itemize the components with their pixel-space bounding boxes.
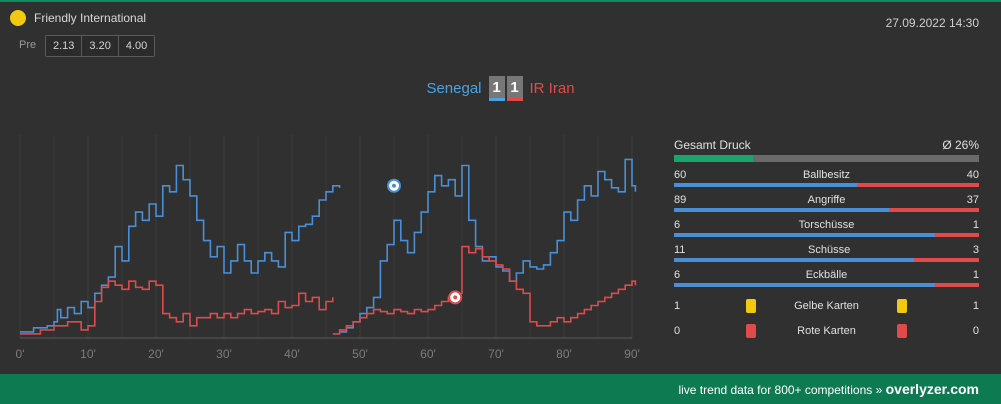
x-tick-label: 10': [80, 347, 96, 361]
series-away-second-half-line: [332, 245, 637, 335]
stat-home-value: 11: [674, 244, 686, 256]
yellow-card-icon: [897, 298, 908, 313]
stat-label: Angriffe: [807, 194, 846, 206]
stat-bar-away: [935, 233, 979, 237]
x-tick-label: 0': [16, 347, 25, 361]
red-card-icon: [897, 323, 908, 338]
footer-text[interactable]: live trend data for 800+ competitions » …: [678, 381, 979, 397]
x-tick-label: 70': [488, 347, 504, 361]
card-away-value: 1: [972, 299, 979, 312]
odd-draw[interactable]: 3.20: [82, 36, 119, 56]
card-home-value: 1: [674, 299, 681, 312]
stat-bar: [674, 283, 979, 287]
card-row: 1 Gelbe Karten 1: [674, 293, 979, 318]
footer-banner[interactable]: live trend data for 800+ competitions » …: [0, 374, 1001, 404]
card-home-value: 0: [674, 324, 681, 337]
stat-home-value: 60: [674, 169, 687, 181]
stat-away-value: 1: [972, 219, 979, 231]
stat-bar-home: [674, 258, 914, 262]
stat-bar: [674, 233, 979, 237]
home-score: 1: [488, 76, 505, 101]
stat-row: 6 Eckbälle 1: [674, 269, 979, 287]
stat-bar: [674, 183, 979, 187]
pressure-trend-chart: 0' 10' 20' 30' 40' 50' 60' 70' 80' 90': [16, 135, 640, 361]
stat-bar-away: [913, 258, 979, 262]
brand-logo[interactable]: overlyzer.com: [885, 381, 979, 397]
series-home-first-half-line: [20, 164, 341, 333]
match-datetime: 27.09.2022 14:30: [885, 16, 979, 30]
x-tick-label: 90': [624, 347, 640, 361]
stat-label: Schüsse: [808, 244, 851, 256]
stat-label: Ballbesitz: [802, 169, 851, 181]
stat-away-value: 37: [966, 194, 979, 206]
pressure-label: Gesamt Druck: [674, 138, 751, 152]
card-away-value: 0: [972, 324, 979, 337]
x-tick-label: 20': [148, 347, 164, 361]
pressure-value: Ø 26%: [942, 138, 979, 152]
stat-bar-home: [674, 183, 857, 187]
odd-away[interactable]: 4.00: [118, 36, 155, 56]
card-row: 0 Rote Karten 0: [674, 318, 979, 343]
stat-bar-home: [674, 283, 936, 287]
stat-bar-away: [889, 208, 979, 212]
stat-row: 60 Ballbesitz 40: [674, 169, 979, 187]
stat-bar-away: [935, 283, 979, 287]
goal-ball-icon-center: [453, 295, 458, 300]
competition-icon: [10, 10, 26, 26]
x-tick-label: 30': [216, 347, 232, 361]
stat-home-value: 6: [674, 219, 681, 231]
stat-bar-away: [857, 183, 979, 187]
stat-away-value: 1: [972, 269, 979, 281]
odd-home[interactable]: 2.13: [46, 36, 83, 56]
x-tick-label: 80': [556, 347, 572, 361]
x-tick-label: 40': [284, 347, 300, 361]
stat-away-value: 3: [972, 244, 979, 256]
scoreboard: Senegal 1 1 IR Iran: [0, 76, 1001, 101]
card-label: Rote Karten: [797, 324, 856, 337]
x-tick-label: 50': [352, 347, 368, 361]
goal-ball-icon-center: [392, 183, 396, 188]
stat-away-value: 40: [966, 169, 979, 181]
odds-group: 2.13 3.20 4.00: [45, 35, 156, 57]
pressure-bar: [674, 155, 979, 162]
home-team-name[interactable]: Senegal: [426, 80, 482, 97]
pressure-header: Gesamt Druck Ø 26%: [674, 138, 979, 152]
stat-label: Eckbälle: [805, 269, 848, 281]
footer-tagline: live trend data for 800+ competitions »: [678, 383, 883, 397]
stat-row: 6 Torschüsse 1: [674, 219, 979, 237]
top-accent-line: [0, 0, 1001, 2]
stats-panel: Gesamt Druck Ø 26% 60 Ballbesitz 40 89 Angri…: [674, 138, 979, 343]
stat-bar-home: [674, 208, 890, 212]
stat-bar: [674, 208, 979, 212]
competition-name[interactable]: Friendly International: [34, 11, 147, 25]
yellow-card-icon: [745, 298, 756, 313]
pre-odds-label: Pre: [19, 39, 37, 51]
stat-row: 11 Schüsse 3: [674, 244, 979, 262]
stat-label: Torschüsse: [798, 219, 855, 231]
away-team-name[interactable]: IR Iran: [529, 80, 575, 97]
x-tick-label: 60': [420, 347, 436, 361]
stat-row: 89 Angriffe 37: [674, 194, 979, 212]
stat-home-value: 6: [674, 269, 681, 281]
series-away-first-half-line: [20, 280, 334, 335]
red-card-icon: [745, 323, 756, 338]
stat-bar: [674, 258, 979, 262]
stat-home-value: 89: [674, 194, 687, 206]
pressure-bar-fill: [674, 155, 754, 162]
away-score: 1: [506, 76, 523, 101]
card-label: Gelbe Karten: [794, 299, 859, 312]
stat-bar-home: [674, 233, 936, 237]
